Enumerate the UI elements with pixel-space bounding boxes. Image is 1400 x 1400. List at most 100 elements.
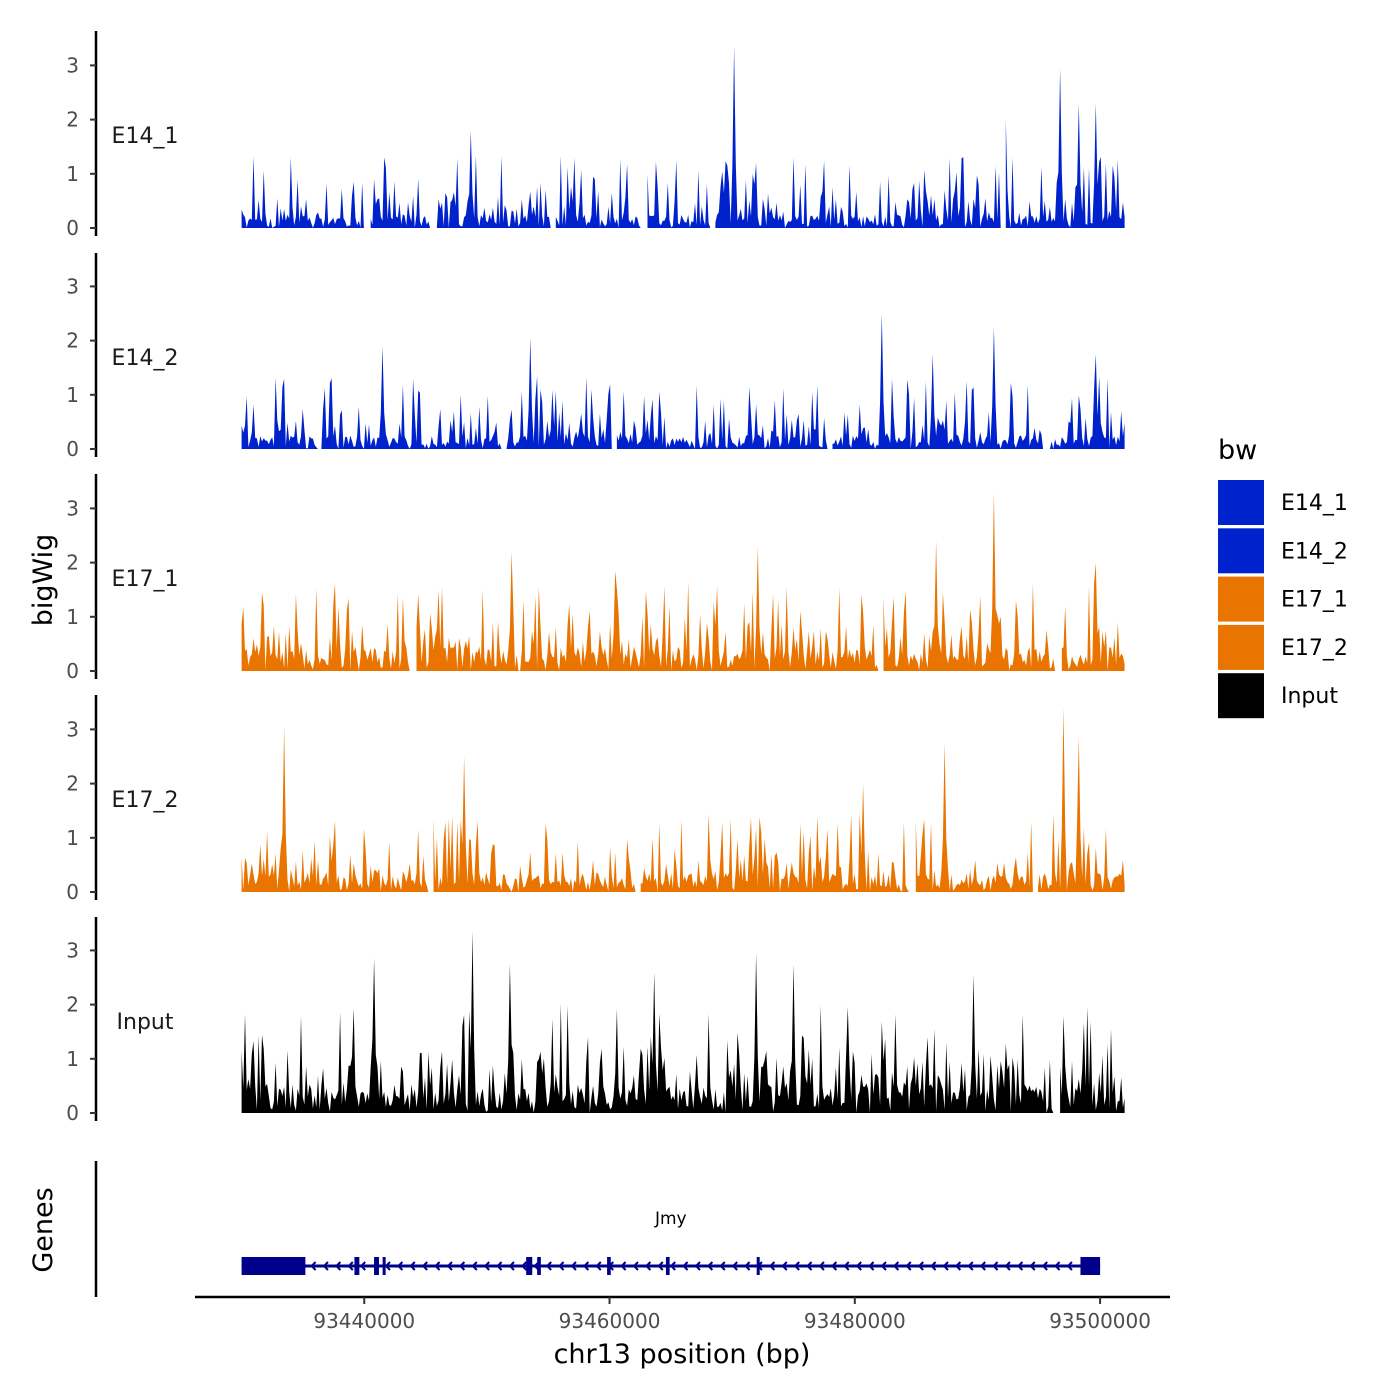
strand-arrow bbox=[359, 1261, 366, 1271]
gene-exon bbox=[241, 1257, 306, 1275]
track-label-input: Input bbox=[117, 1010, 174, 1035]
strand-arrow bbox=[657, 1261, 664, 1271]
x-tick-label: 93460000 bbox=[559, 1309, 661, 1333]
track-label-e14_2: E14_2 bbox=[112, 346, 179, 371]
track-label-e17_1: E17_1 bbox=[112, 567, 179, 592]
panel-e17_2: 0 1 2 3 E17_2 bbox=[66, 695, 1125, 904]
y-tick-label: 2 bbox=[66, 993, 79, 1017]
strand-arrow bbox=[892, 1261, 900, 1271]
strand-arrow bbox=[471, 1261, 478, 1271]
gene-exon bbox=[1080, 1257, 1101, 1275]
strand-arrow bbox=[880, 1261, 887, 1271]
gene-exon bbox=[607, 1257, 611, 1275]
gene-exon bbox=[374, 1257, 379, 1275]
strand-arrow bbox=[768, 1261, 776, 1271]
legend-item-e17_2: E17_2 bbox=[1218, 624, 1348, 670]
strand-arrow bbox=[310, 1261, 317, 1271]
strand-arrow bbox=[595, 1261, 602, 1271]
y-tick-label: 1 bbox=[66, 605, 79, 629]
strand-arrow bbox=[905, 1261, 912, 1271]
coverage-area-e17_2 bbox=[241, 707, 1125, 892]
strand-arrow bbox=[954, 1261, 962, 1271]
strand-arrow bbox=[781, 1261, 788, 1271]
strand-arrow bbox=[967, 1261, 974, 1271]
strand-arrow bbox=[793, 1261, 800, 1271]
coverage-area-e14_2 bbox=[241, 313, 1125, 449]
legend-item-input: Input bbox=[1218, 673, 1338, 719]
y-tick-label: 2 bbox=[66, 551, 79, 575]
strand-arrow bbox=[632, 1261, 639, 1271]
strand-arrow bbox=[545, 1261, 552, 1271]
strand-arrow bbox=[384, 1261, 391, 1271]
coverage-panels: 0 1 2 3 E14_1 0 1 2 3 E14_2 0 1 2 3 E17_1 0 1 2 3 E17_2 0 1 2 3… bbox=[66, 31, 1125, 1125]
strand-arrow bbox=[434, 1261, 441, 1271]
strand-arrow bbox=[347, 1261, 354, 1271]
strand-arrow bbox=[1016, 1261, 1024, 1271]
strand-arrow bbox=[582, 1261, 590, 1271]
legend-items: E14_1 E14_2 E17_1 E17_2 Input bbox=[1218, 480, 1348, 719]
y-tick-label: 3 bbox=[66, 717, 79, 741]
strand-arrow bbox=[446, 1261, 453, 1271]
legend-swatch bbox=[1218, 624, 1264, 670]
legend-label: Input bbox=[1281, 684, 1338, 709]
track-label-e17_2: E17_2 bbox=[112, 788, 179, 813]
x-tick-label: 93500000 bbox=[1049, 1309, 1151, 1333]
coverage-area-e14_1 bbox=[241, 46, 1125, 229]
strand-arrow bbox=[508, 1261, 515, 1271]
panel-e17_1: 0 1 2 3 E17_1 bbox=[66, 474, 1125, 683]
y-tick-label: 0 bbox=[66, 1101, 79, 1125]
strand-arrow bbox=[520, 1261, 528, 1271]
strand-arrow bbox=[992, 1261, 999, 1271]
strand-arrow bbox=[855, 1261, 862, 1271]
y-tick-label: 1 bbox=[66, 383, 79, 407]
y-tick-label: 1 bbox=[66, 826, 79, 850]
y-tick-label: 3 bbox=[66, 274, 79, 298]
y-tick-label: 0 bbox=[66, 659, 79, 683]
legend-label: E14_2 bbox=[1281, 539, 1348, 564]
strand-arrow bbox=[644, 1261, 652, 1271]
legend-item-e14_1: E14_1 bbox=[1218, 480, 1348, 525]
strand-arrow bbox=[458, 1261, 466, 1271]
strand-arrow bbox=[570, 1261, 577, 1271]
y-tick-label: 0 bbox=[66, 880, 79, 904]
strand-arrow bbox=[719, 1261, 726, 1271]
gene-model bbox=[241, 1257, 1101, 1275]
gene-label-jmy: Jmy bbox=[654, 1209, 687, 1229]
strand-arrow bbox=[682, 1261, 689, 1271]
legend-swatch bbox=[1218, 528, 1264, 574]
gene-exon bbox=[354, 1257, 360, 1275]
strand-arrow bbox=[806, 1261, 813, 1271]
legend-item-e14_2: E14_2 bbox=[1218, 528, 1348, 574]
strand-arrow bbox=[830, 1261, 838, 1271]
strand-arrow bbox=[744, 1261, 751, 1271]
legend: bw E14_1 E14_2 E17_1 E17_2 Input bbox=[1218, 435, 1348, 719]
y-axis-title: bigWig bbox=[28, 534, 59, 627]
legend-label: E17_2 bbox=[1281, 636, 1348, 661]
y-tick-label: 0 bbox=[66, 216, 79, 240]
legend-swatch bbox=[1218, 673, 1264, 719]
strand-arrow bbox=[942, 1261, 949, 1271]
strand-arrow bbox=[421, 1261, 428, 1271]
y-tick-label: 2 bbox=[66, 772, 79, 796]
x-axis: 93440000 93460000 93480000 93500000 chr13 p… bbox=[195, 1295, 1170, 1370]
x-axis-title: chr13 position (bp) bbox=[554, 1339, 811, 1370]
legend-swatch bbox=[1218, 480, 1264, 525]
strand-arrow bbox=[669, 1261, 676, 1271]
gene-exon bbox=[382, 1257, 386, 1275]
strand-arrow bbox=[843, 1261, 850, 1271]
gene-exon bbox=[526, 1257, 533, 1275]
strand-arrow bbox=[409, 1261, 416, 1271]
strand-arrow bbox=[868, 1261, 875, 1271]
strand-arrow bbox=[483, 1261, 490, 1271]
strand-arrow bbox=[706, 1261, 714, 1271]
coverage-area-e17_1 bbox=[241, 492, 1125, 671]
legend-item-e17_1: E17_1 bbox=[1218, 576, 1348, 622]
strand-arrow bbox=[694, 1261, 701, 1271]
x-tick-label: 93440000 bbox=[313, 1309, 415, 1333]
legend-title: bw bbox=[1218, 435, 1257, 466]
strand-arrow bbox=[1041, 1261, 1048, 1271]
y-tick-label: 3 bbox=[66, 53, 79, 77]
y-tick-label: 3 bbox=[66, 496, 79, 520]
strand-arrow bbox=[818, 1261, 825, 1271]
